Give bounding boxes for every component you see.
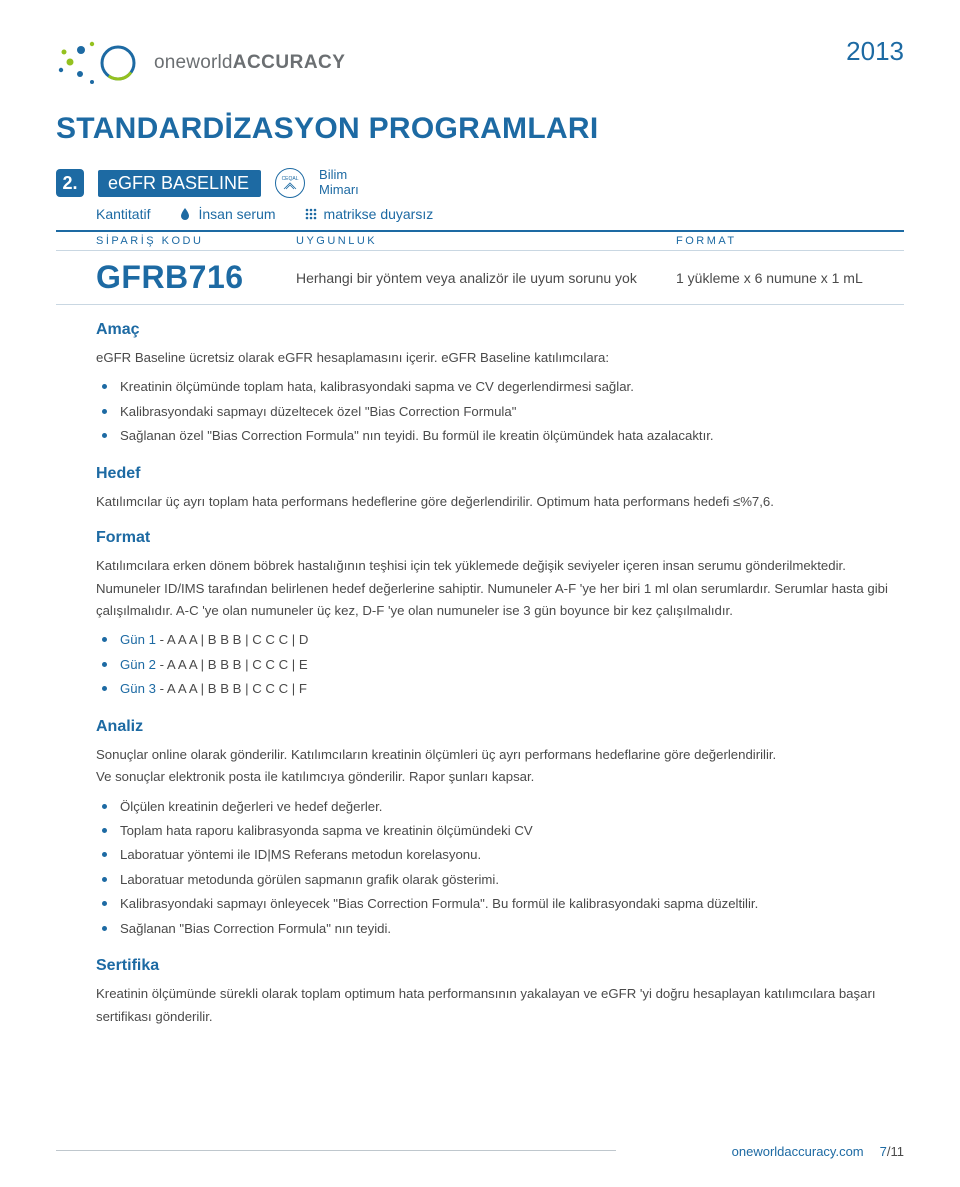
target-text: Katılımcılar üç ayrı toplam hata perform…: [96, 491, 904, 513]
tags-row: Kantitatif İnsan serum matrikse duyarsız: [96, 206, 904, 222]
td-format: 1 yükleme x 6 numune x 1 mL: [676, 270, 904, 286]
purpose-intro: eGFR Baseline ücretsiz olarak eGFR hesap…: [96, 347, 904, 369]
day-label: Gün 2: [120, 657, 156, 672]
section-certificate: Sertifika Kreatinin ölçümünde sürekli ol…: [96, 957, 904, 1028]
analysis-p1: Sonuçlar online olarak gönderilir. Katıl…: [96, 744, 904, 766]
spec-table-row: GFRB716 Herhangi bir yöntem veya analizö…: [56, 251, 904, 305]
section-title: Analiz: [96, 718, 904, 736]
brand-bold: ACCURACY: [233, 52, 346, 73]
section-target: Hedef Katılımcılar üç ayrı toplam hata p…: [96, 465, 904, 513]
page-title: STANDARDİZASYON PROGRAMLARI: [56, 112, 904, 146]
analysis-p2: Ve sonuçlar elektronik posta ile katılım…: [96, 766, 904, 788]
certificate-text: Kreatinin ölçümünde sürekli olarak topla…: [96, 983, 904, 1028]
list-item: Laboratuar metodunda görülen sapmanın gr…: [120, 868, 904, 892]
brand-wordmark: oneworldACCURACY: [154, 52, 345, 74]
brand-logo: oneworldACCURACY: [56, 36, 345, 90]
page: oneworldACCURACY 2013 STANDARDİZASYON PR…: [0, 0, 960, 1187]
order-code: GFRB716: [96, 259, 244, 295]
list-item: Sağlanan "Bias Correction Formula" nın t…: [120, 917, 904, 941]
tag-human-serum: İnsan serum: [178, 206, 275, 222]
program-name-badge: eGFR BASELINE: [98, 170, 261, 197]
bilim-line1: Bilim: [319, 168, 359, 183]
list-item: Gün 2 - A A A | B B B | C C C | E: [120, 653, 904, 677]
days-list: Gün 1 - A A A | B B B | C C C | D Gün 2 …: [96, 628, 904, 701]
section-title: Sertifika: [96, 957, 904, 975]
tag-label: Kantitatif: [96, 206, 150, 222]
program-info-row: 2. eGFR BASELINE CEQAL Bilim Mimarı: [56, 168, 904, 198]
list-item: Laboratuar yöntemi ile ID|MS Referans me…: [120, 843, 904, 867]
drop-icon: [178, 207, 192, 221]
list-item: Kalibrasyondaki sapmayı düzeltecek özel …: [120, 400, 904, 424]
ceqal-seal-icon: CEQAL: [275, 168, 305, 198]
tag-label: İnsan serum: [198, 206, 275, 222]
purpose-list: Kreatinin ölçümünde toplam hata, kalibra…: [96, 375, 904, 448]
section-title: Amaç: [96, 321, 904, 339]
list-item: Sağlanan özel "Bias Correction Formula" …: [120, 424, 904, 448]
bilim-line2: Mimarı: [319, 183, 359, 198]
td-compatibility: Herhangi bir yöntem veya analizör ile uy…: [296, 270, 676, 286]
list-item: Toplam hata raporu kalibrasyonda sapma v…: [120, 819, 904, 843]
section-title: Hedef: [96, 465, 904, 483]
page-number: 7/11: [880, 1144, 904, 1159]
format-text: Katılımcılara erken dönem böbrek hastalı…: [96, 555, 904, 622]
day-seq: - A A A | B B B | C C C | F: [156, 681, 307, 696]
grid-icon: [304, 207, 318, 221]
th-order-code: SİPARİŞ KODU: [96, 235, 296, 247]
program-number-badge: 2.: [56, 169, 84, 197]
brand-thin: oneworld: [154, 52, 233, 73]
day-seq: - A A A | B B B | C C C | E: [156, 657, 308, 672]
spec-table-header: SİPARİŞ KODU UYGUNLUK FORMAT: [56, 230, 904, 251]
section-title: Format: [96, 529, 904, 547]
day-seq: - A A A | B B B | C C C | D: [156, 632, 308, 647]
tag-matrix-insensitive: matrikse duyarsız: [304, 206, 434, 222]
list-item: Gün 3 - A A A | B B B | C C C | F: [120, 677, 904, 701]
section-purpose: Amaç eGFR Baseline ücretsiz olarak eGFR …: [96, 321, 904, 449]
th-format: FORMAT: [676, 235, 904, 247]
page-total: 11: [891, 1144, 905, 1159]
logo-mark-icon: [56, 36, 144, 90]
day-label: Gün 1: [120, 632, 156, 647]
day-label: Gün 3: [120, 681, 156, 696]
footer-rule: [56, 1150, 616, 1151]
list-item: Ölçülen kreatinin değerleri ve hedef değ…: [120, 795, 904, 819]
year-label: 2013: [846, 36, 904, 67]
header-row: oneworldACCURACY 2013: [56, 36, 904, 90]
list-item: Gün 1 - A A A | B B B | C C C | D: [120, 628, 904, 652]
footer: oneworldaccuracy.com 7/11: [732, 1144, 904, 1159]
th-compatibility: UYGUNLUK: [296, 235, 676, 247]
list-item: Kalibrasyondaki sapmayı önleyecek "Bias …: [120, 892, 904, 916]
section-analysis: Analiz Sonuçlar online olarak gönderilir…: [96, 718, 904, 941]
tag-label: matrikse duyarsız: [324, 206, 434, 222]
analysis-list: Ölçülen kreatinin değerleri ve hedef değ…: [96, 795, 904, 942]
section-format: Format Katılımcılara erken dönem böbrek …: [96, 529, 904, 702]
page-current: 7: [880, 1144, 887, 1159]
list-item: Kreatinin ölçümünde toplam hata, kalibra…: [120, 375, 904, 399]
footer-site: oneworldaccuracy.com: [732, 1144, 864, 1159]
science-architect-label: Bilim Mimarı: [319, 168, 359, 198]
tag-quantitative: Kantitatif: [96, 206, 150, 222]
